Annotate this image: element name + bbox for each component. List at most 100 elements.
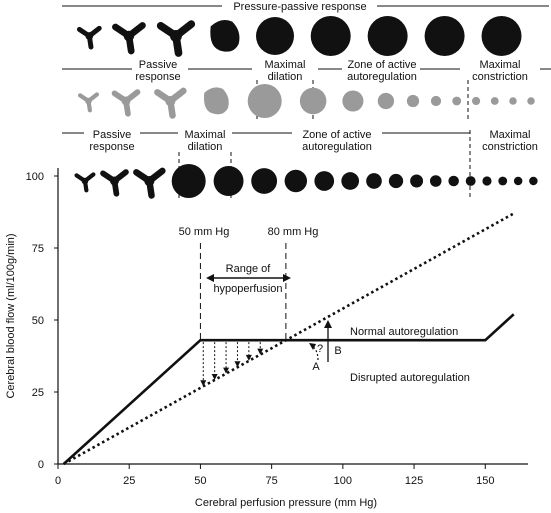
band1-title: Pressure-passive response — [233, 1, 366, 13]
marker-80-label: 80 mm Hg — [268, 226, 319, 238]
vessel-circle — [213, 166, 244, 196]
band3-label-zone: Zone of active — [302, 129, 371, 141]
vessel-branch-core — [110, 176, 119, 186]
range-arrow-left-head — [206, 274, 214, 282]
hypoperfusion-arrows — [200, 342, 264, 387]
x-axis-label: Cerebral perfusion pressure (mm Hg) — [195, 497, 377, 509]
series-normal-line — [62, 313, 515, 465]
vessel-circle — [424, 16, 465, 56]
ab-annotation: ? A B — [309, 320, 342, 373]
vessel-circle — [367, 16, 408, 56]
band2-label-zone: Zone of active — [347, 59, 416, 71]
band3-label-maximal-c: Maximal — [490, 129, 531, 141]
band2-label-dilation: dilation — [268, 71, 303, 83]
vessel-circle — [482, 176, 492, 186]
vessel-circle — [256, 17, 295, 55]
y-tick-label: 100 — [26, 171, 44, 183]
vessel-circle — [299, 87, 327, 115]
band3-label-dilation: dilation — [188, 141, 223, 153]
vessel-circle — [366, 173, 382, 189]
drop-arrow-head — [223, 367, 230, 374]
vessel-blob — [203, 87, 229, 115]
vessel-branch-core — [85, 97, 92, 105]
band3-vessels — [74, 164, 538, 199]
vessel-circle — [342, 90, 364, 112]
vessel-circle — [465, 176, 476, 186]
band-black: Passive response Maximal dilation Zone o… — [62, 129, 538, 200]
legend-disrupted: Disrupted autoregulation — [350, 372, 470, 384]
vessel-branch-core — [81, 177, 89, 185]
band2-label-constriction: constriction — [472, 71, 528, 83]
x-tick-label: 75 — [266, 475, 278, 487]
drop-arrow-head — [257, 348, 264, 355]
vessel-branch-core — [123, 30, 135, 42]
vessel-circle — [410, 174, 424, 188]
band2-label-response: response — [135, 71, 180, 83]
vessel-circle — [377, 92, 395, 110]
x-tick-label: 150 — [476, 475, 494, 487]
vessel-branch-core — [165, 95, 176, 107]
vessel-circle — [448, 175, 459, 187]
vessel-circle — [406, 94, 420, 108]
vessel-circle — [513, 176, 523, 186]
series-disrupted-line — [63, 212, 515, 466]
range-label-2: hypoperfusion — [213, 283, 282, 295]
marker-50-label: 50 mm Hg — [179, 226, 230, 238]
band2-label-autoregulation: autoregulation — [347, 71, 417, 83]
vessel-circle — [251, 168, 278, 194]
range-arrow-right-head — [283, 274, 291, 282]
vessel-circle — [472, 96, 481, 106]
x-ticks: 0 25 50 75 100 125 150 — [55, 464, 494, 487]
vessel-circle — [310, 16, 351, 56]
y-tick-label: 75 — [32, 243, 44, 255]
x-tick-label: 25 — [123, 475, 135, 487]
band-gray: Passive response Maximal dilation Zone o… — [62, 59, 551, 120]
vessel-circle — [527, 97, 535, 105]
band-pressure-passive: Pressure-passive response — [62, 1, 549, 57]
vessel-circle — [429, 175, 442, 187]
band3-label-maximal: Maximal — [185, 129, 226, 141]
vessel-circle — [171, 164, 206, 198]
band1-vessels — [76, 16, 522, 57]
band3-label-passive: Passive — [93, 129, 132, 141]
band3-label-response: response — [89, 141, 134, 153]
question-mark: ? — [317, 343, 323, 355]
x-tick-label: 0 — [55, 475, 61, 487]
vessel-circle — [341, 172, 360, 190]
drop-arrow-head — [234, 361, 241, 368]
vessel-circle — [529, 176, 538, 186]
y-axis-label: Cerebral blood flow (ml/100g/min) — [5, 233, 17, 398]
legend-normal: Normal autoregulation — [350, 326, 458, 338]
vessel-circle — [314, 171, 335, 191]
x-tick-label: 125 — [405, 475, 423, 487]
arrow-b-head — [324, 320, 332, 328]
vessel-circle — [247, 84, 282, 118]
band3-label-constriction: constriction — [482, 141, 538, 153]
y-ticks: 0 25 50 75 100 — [26, 171, 58, 471]
band2-label-maximal: Maximal — [265, 59, 306, 71]
y-tick-label: 25 — [32, 387, 44, 399]
vessel-branch-core — [170, 30, 182, 42]
x-tick-label: 50 — [194, 475, 206, 487]
y-tick-label: 50 — [32, 315, 44, 327]
band2-label-passive: Passive — [139, 59, 178, 71]
vessel-circle — [509, 97, 517, 105]
vessel-branch-core — [144, 175, 155, 187]
vessel-branch-core — [121, 96, 131, 106]
arrow-a — [311, 345, 319, 361]
vessel-circle — [430, 95, 442, 107]
vessel-circle — [498, 176, 508, 186]
point-b-label: B — [334, 345, 341, 357]
vessel-circle — [284, 169, 308, 193]
point-a-label: A — [312, 361, 320, 373]
drop-arrow-head — [200, 380, 207, 387]
vessel-branch-core — [85, 32, 94, 40]
range-label-1: Range of — [226, 263, 272, 275]
drop-arrow-head — [211, 373, 218, 380]
vessel-circle — [452, 96, 462, 106]
x-tick-label: 100 — [334, 475, 352, 487]
vessel-circle — [388, 173, 404, 189]
vessel-circle — [490, 97, 499, 105]
main-chart: 0 25 50 75 100 0 25 50 75 100 125 150 Cerebral blo… — [5, 168, 528, 509]
